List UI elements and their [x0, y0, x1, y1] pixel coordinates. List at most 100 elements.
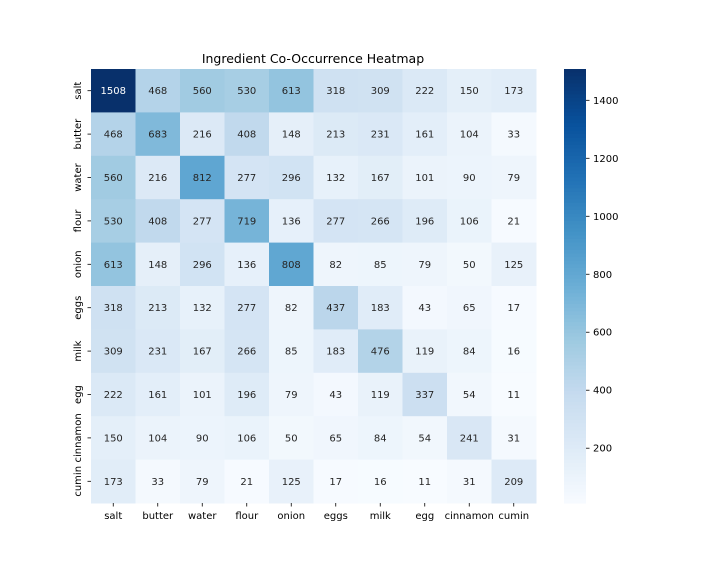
- heatmap-cell: [402, 242, 448, 287]
- colorbar-segment: [564, 69, 586, 74]
- heatmap-cell: [269, 329, 314, 374]
- cell-value-label: 468: [148, 86, 167, 97]
- colorbar-segment: [564, 94, 586, 99]
- heatmap-cell: [269, 286, 314, 330]
- heatmap-cell: [180, 329, 225, 374]
- y-tick-label: milk: [73, 340, 84, 361]
- cell-value-label: 17: [329, 477, 342, 488]
- colorbar-segment: [564, 159, 586, 164]
- heatmap-cell: [491, 286, 537, 330]
- cell-value-label: 16: [507, 347, 520, 358]
- heatmap-cell: [358, 199, 403, 244]
- heatmap-cell: [135, 242, 181, 287]
- cell-value-label: 31: [507, 433, 520, 444]
- colorbar-segment: [564, 220, 586, 226]
- colorbar-segment: [564, 289, 586, 294]
- colorbar-segment: [564, 459, 586, 464]
- colorbar-segment: [564, 390, 586, 396]
- colorbar-segment: [564, 116, 586, 121]
- cell-value-label: 85: [285, 347, 298, 358]
- colorbar-tick-label: 600: [593, 328, 612, 339]
- colorbar-segment: [564, 101, 586, 106]
- colorbar-segment: [564, 329, 586, 334]
- y-tick-label: butter: [73, 118, 84, 150]
- heatmap-cell: [224, 199, 270, 244]
- cell-value-label: 213: [326, 130, 345, 141]
- cell-value-label: 1508: [101, 86, 126, 97]
- cell-value-label: 150: [104, 433, 123, 444]
- colorbar-segment: [564, 267, 586, 273]
- colorbar-segment: [564, 492, 586, 497]
- colorbar-segment: [564, 105, 586, 110]
- cell-value-label: 196: [415, 216, 434, 227]
- cell-value-label: 82: [329, 260, 342, 271]
- colorbar-segment: [564, 79, 586, 85]
- heatmap-cell: [224, 155, 270, 200]
- cell-value-label: 167: [193, 347, 212, 358]
- heatmap-cell: [180, 112, 225, 157]
- cell-value-label: 309: [104, 347, 123, 358]
- heatmap-cell: [447, 199, 492, 244]
- colorbar-segment: [564, 369, 586, 374]
- heatmap-cell: [447, 69, 492, 113]
- colorbar-segment: [564, 72, 586, 77]
- colorbar-segment: [564, 394, 586, 399]
- heatmap-cell: [91, 199, 136, 244]
- colorbar-segment: [564, 452, 586, 457]
- colorbar-segment: [564, 398, 586, 403]
- colorbar-segment: [564, 155, 586, 161]
- cell-value-label: 106: [460, 216, 479, 227]
- heatmap-cell: [135, 459, 181, 504]
- colorbar-segment: [564, 257, 586, 262]
- cell-value-label: 132: [326, 173, 345, 184]
- x-tick-label: salt: [104, 511, 122, 522]
- heatmap-cell: [180, 199, 225, 244]
- colorbar-segment: [564, 242, 586, 247]
- heatmap-cell: [91, 112, 136, 157]
- colorbar-segment: [564, 224, 586, 229]
- cell-value-label: 43: [329, 390, 342, 401]
- colorbar-segment: [564, 445, 586, 450]
- cell-value-label: 82: [285, 303, 298, 314]
- cell-value-label: 468: [104, 130, 123, 141]
- colorbar-segment: [564, 217, 586, 222]
- cell-value-label: 161: [148, 390, 167, 401]
- colorbar-segment: [564, 296, 586, 302]
- cell-value-label: 266: [237, 347, 256, 358]
- cell-value-label: 216: [193, 130, 212, 141]
- colorbar-segment: [564, 83, 586, 88]
- colorbar-segment: [564, 177, 586, 182]
- heatmap-cell: [135, 199, 181, 244]
- cell-value-label: 613: [104, 260, 123, 271]
- cell-value-label: 318: [326, 86, 345, 97]
- cell-value-label: 50: [463, 260, 476, 271]
- cell-value-label: 241: [460, 433, 479, 444]
- cell-value-label: 136: [237, 260, 256, 271]
- cell-value-label: 213: [148, 303, 167, 314]
- colorbar-segment: [564, 380, 586, 385]
- colorbar-segment: [564, 358, 586, 363]
- colorbar-segment: [564, 170, 586, 175]
- cell-value-label: 808: [282, 260, 301, 271]
- heatmap-cell: [269, 416, 314, 461]
- heatmap-cell: [313, 199, 359, 244]
- y-tick-label: cinnamon: [73, 413, 84, 462]
- heatmap-cell: [269, 69, 314, 113]
- colorbar-segment: [564, 401, 586, 406]
- cell-value-label: 209: [504, 477, 523, 488]
- cell-value-label: 222: [415, 86, 434, 97]
- cell-value-label: 161: [415, 130, 434, 141]
- y-tick-label: water: [73, 162, 84, 191]
- y-tick-label: cumin: [73, 466, 84, 497]
- colorbar-segment: [564, 437, 586, 443]
- cell-value-label: 231: [148, 347, 167, 358]
- colorbar-segment: [564, 184, 586, 189]
- heatmap-cell: [402, 199, 448, 244]
- cell-value-label: 683: [148, 130, 167, 141]
- cell-value-label: 21: [240, 477, 253, 488]
- cell-value-label: 277: [193, 216, 212, 227]
- heatmap-cell: [358, 155, 403, 200]
- cell-value-label: 11: [507, 390, 520, 401]
- x-tick-label: flour: [235, 511, 259, 522]
